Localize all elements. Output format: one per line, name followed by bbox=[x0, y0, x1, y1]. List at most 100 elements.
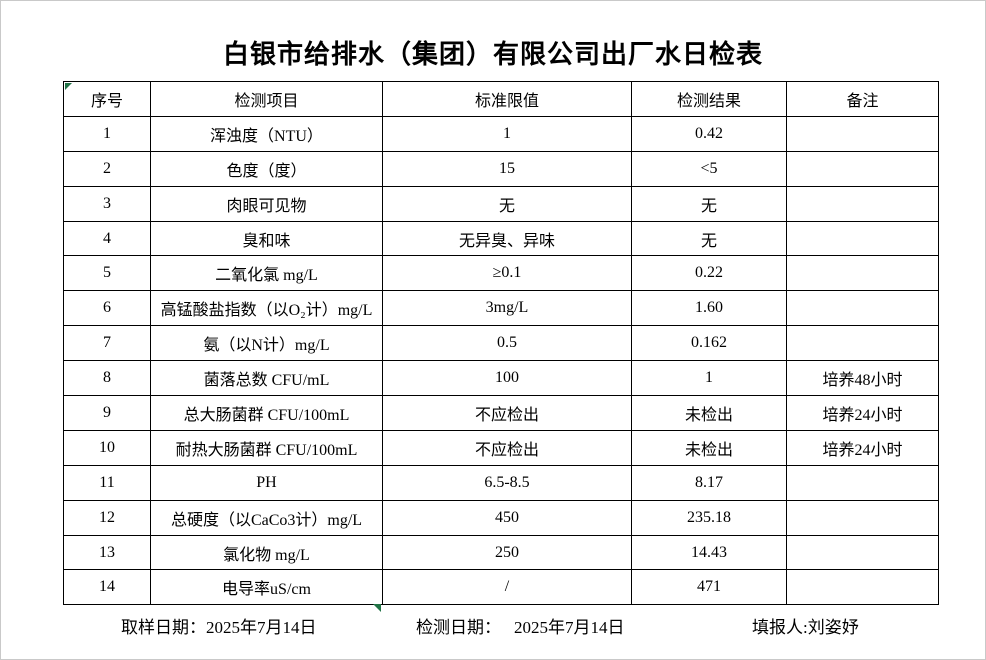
sampling-date: 取样日期：2025年7月14日 bbox=[121, 613, 317, 638]
remark-cell bbox=[786, 150, 939, 187]
row-number-cell: 5 bbox=[63, 255, 151, 292]
test-date: 检测日期： 2025年7月14日 bbox=[416, 613, 625, 638]
limit-cell: 6.5-8.5 bbox=[382, 464, 632, 501]
limit-cell: 不应检出 bbox=[382, 429, 632, 466]
result-cell: 235.18 bbox=[631, 499, 787, 536]
reporter: 填报人:刘姿妤 bbox=[752, 613, 859, 638]
column-header-result: 检测结果 bbox=[631, 81, 787, 117]
excel-fill-handle-icon bbox=[373, 604, 381, 612]
column-header-no: 序号 bbox=[63, 81, 151, 117]
result-cell: 0.162 bbox=[631, 325, 787, 362]
item-cell: 色度（度） bbox=[150, 150, 383, 187]
result-cell: 无 bbox=[631, 185, 787, 222]
sampling-date-label: 取样日期： bbox=[121, 618, 206, 637]
result-cell: 471 bbox=[631, 569, 787, 606]
result-cell: 0.42 bbox=[631, 115, 787, 152]
table-row: 3 肉眼可见物无无 bbox=[63, 185, 939, 222]
result-cell: 14.43 bbox=[631, 534, 787, 571]
column-header-remark: 备注 bbox=[786, 81, 939, 117]
remark-cell bbox=[786, 290, 939, 327]
remark-cell bbox=[786, 569, 939, 606]
item-cell: 电导率uS/cm bbox=[150, 569, 383, 606]
row-number-cell: 4 bbox=[63, 220, 151, 257]
limit-cell: 0.5 bbox=[382, 325, 632, 362]
table-row: 6 高锰酸盐指数（以O₂计）mg/L 3mg/L 1.60 bbox=[63, 290, 939, 327]
item-cell: 耐热大肠菌群 CFU/100mL bbox=[150, 429, 383, 466]
row-number-cell: 3 bbox=[63, 185, 151, 222]
table-row: 9 总大肠菌群 CFU/100mL 不应检出 未检出 培养24小时 bbox=[63, 395, 939, 431]
row-number-cell: 1 bbox=[63, 115, 151, 152]
row-number-cell: 10 bbox=[63, 429, 151, 466]
result-cell: 未检出 bbox=[631, 429, 787, 466]
footer: 取样日期：2025年7月14日 检测日期： 2025年7月14日 填报人:刘姿妤 bbox=[1, 613, 985, 643]
result-cell: 无 bbox=[631, 220, 787, 257]
table-row: 7 氨（以N计）mg/L 0.5 0.162 bbox=[63, 325, 939, 362]
table-row: 8 菌落总数 CFU/mL 100 1 培养48小时 bbox=[63, 360, 939, 397]
remark-cell bbox=[786, 255, 939, 292]
excel-corner-marker-icon bbox=[65, 83, 72, 90]
table-row: 14 电导率uS/cm/471 bbox=[63, 569, 939, 606]
limit-cell: 不应检出 bbox=[382, 395, 632, 431]
item-cell: 氨（以N计）mg/L bbox=[150, 325, 383, 362]
limit-cell: 无异臭、异味 bbox=[382, 220, 632, 257]
row-number-cell: 14 bbox=[63, 569, 151, 606]
limit-cell: 450 bbox=[382, 499, 632, 536]
item-cell: PH bbox=[150, 464, 383, 501]
limit-cell: 1 bbox=[382, 115, 632, 152]
row-number-cell: 11 bbox=[63, 464, 151, 501]
limit-cell: / bbox=[382, 569, 632, 606]
table-row: 4 臭和味 无异臭、异味无 bbox=[63, 220, 939, 257]
test-date-value: 2025年7月14日 bbox=[514, 618, 625, 637]
row-number-cell: 12 bbox=[63, 499, 151, 536]
sampling-date-value: 2025年7月14日 bbox=[206, 618, 317, 637]
table-body: 1 浑浊度（NTU） 1 0.42 2 色度（度） 15 <5 3 肉眼可见物无无 4 臭和味 无异臭、… bbox=[63, 115, 939, 606]
table-row: 13 氯化物 mg/L 250 14.43 bbox=[63, 534, 939, 571]
page-title: 白银市给排水（集团）有限公司出厂水日检表 bbox=[222, 40, 763, 69]
column-header-limit: 标准限值 bbox=[382, 81, 632, 117]
remark-cell: 培养24小时 bbox=[786, 429, 939, 466]
remark-cell bbox=[786, 220, 939, 257]
limit-cell: ≥0.1 bbox=[382, 255, 632, 292]
reporter-label: 填报人: bbox=[752, 618, 808, 637]
item-cell: 氯化物 mg/L bbox=[150, 534, 383, 571]
row-number-cell: 8 bbox=[63, 360, 151, 397]
header-row: 序号 检测项目 标准限值 检测结果 备注 bbox=[63, 81, 939, 117]
result-cell: <5 bbox=[631, 150, 787, 187]
result-cell: 1 bbox=[631, 360, 787, 397]
remark-cell bbox=[786, 115, 939, 152]
remark-cell bbox=[786, 499, 939, 536]
row-number-cell: 6 bbox=[63, 290, 151, 327]
result-cell: 0.22 bbox=[631, 255, 787, 292]
item-cell: 高锰酸盐指数（以O₂计）mg/L bbox=[150, 290, 383, 327]
inspection-table: 序号 检测项目 标准限值 检测结果 备注 1 浑浊度（NTU） 1 0.42 2 色度（度… bbox=[63, 81, 939, 606]
remark-cell bbox=[786, 325, 939, 362]
result-cell: 8.17 bbox=[631, 464, 787, 501]
item-cell: 总大肠菌群 CFU/100mL bbox=[150, 395, 383, 431]
remark-cell bbox=[786, 534, 939, 571]
item-cell: 菌落总数 CFU/mL bbox=[150, 360, 383, 397]
limit-cell: 15 bbox=[382, 150, 632, 187]
remark-cell: 培养48小时 bbox=[786, 360, 939, 397]
column-header-item: 检测项目 bbox=[150, 81, 383, 117]
item-cell: 肉眼可见物 bbox=[150, 185, 383, 222]
row-number-cell: 9 bbox=[63, 395, 151, 431]
table-row: 12 总硬度（以CaCo3计）mg/L 450 235.18 bbox=[63, 499, 939, 536]
item-cell: 二氧化氯 mg/L bbox=[150, 255, 383, 292]
table-row: 10 耐热大肠菌群 CFU/100mL 不应检出 未检出 培养24小时 bbox=[63, 429, 939, 466]
remark-cell bbox=[786, 185, 939, 222]
item-cell: 总硬度（以CaCo3计）mg/L bbox=[150, 499, 383, 536]
limit-cell: 无 bbox=[382, 185, 632, 222]
table-row: 2 色度（度） 15 <5 bbox=[63, 150, 939, 187]
remark-cell bbox=[786, 464, 939, 501]
table-row: 11 PH 6.5-8.5 8.17 bbox=[63, 464, 939, 501]
row-number-cell: 7 bbox=[63, 325, 151, 362]
item-cell: 浑浊度（NTU） bbox=[150, 115, 383, 152]
row-number-cell: 2 bbox=[63, 150, 151, 187]
limit-cell: 3mg/L bbox=[382, 290, 632, 327]
result-cell: 未检出 bbox=[631, 395, 787, 431]
remark-cell: 培养24小时 bbox=[786, 395, 939, 431]
limit-cell: 100 bbox=[382, 360, 632, 397]
test-date-label: 检测日期： bbox=[416, 618, 501, 637]
limit-cell: 250 bbox=[382, 534, 632, 571]
